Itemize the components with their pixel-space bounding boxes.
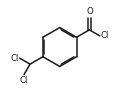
Text: Cl: Cl	[11, 54, 19, 63]
Text: Cl: Cl	[20, 76, 28, 85]
Text: Cl: Cl	[100, 31, 109, 40]
Text: O: O	[86, 7, 93, 16]
